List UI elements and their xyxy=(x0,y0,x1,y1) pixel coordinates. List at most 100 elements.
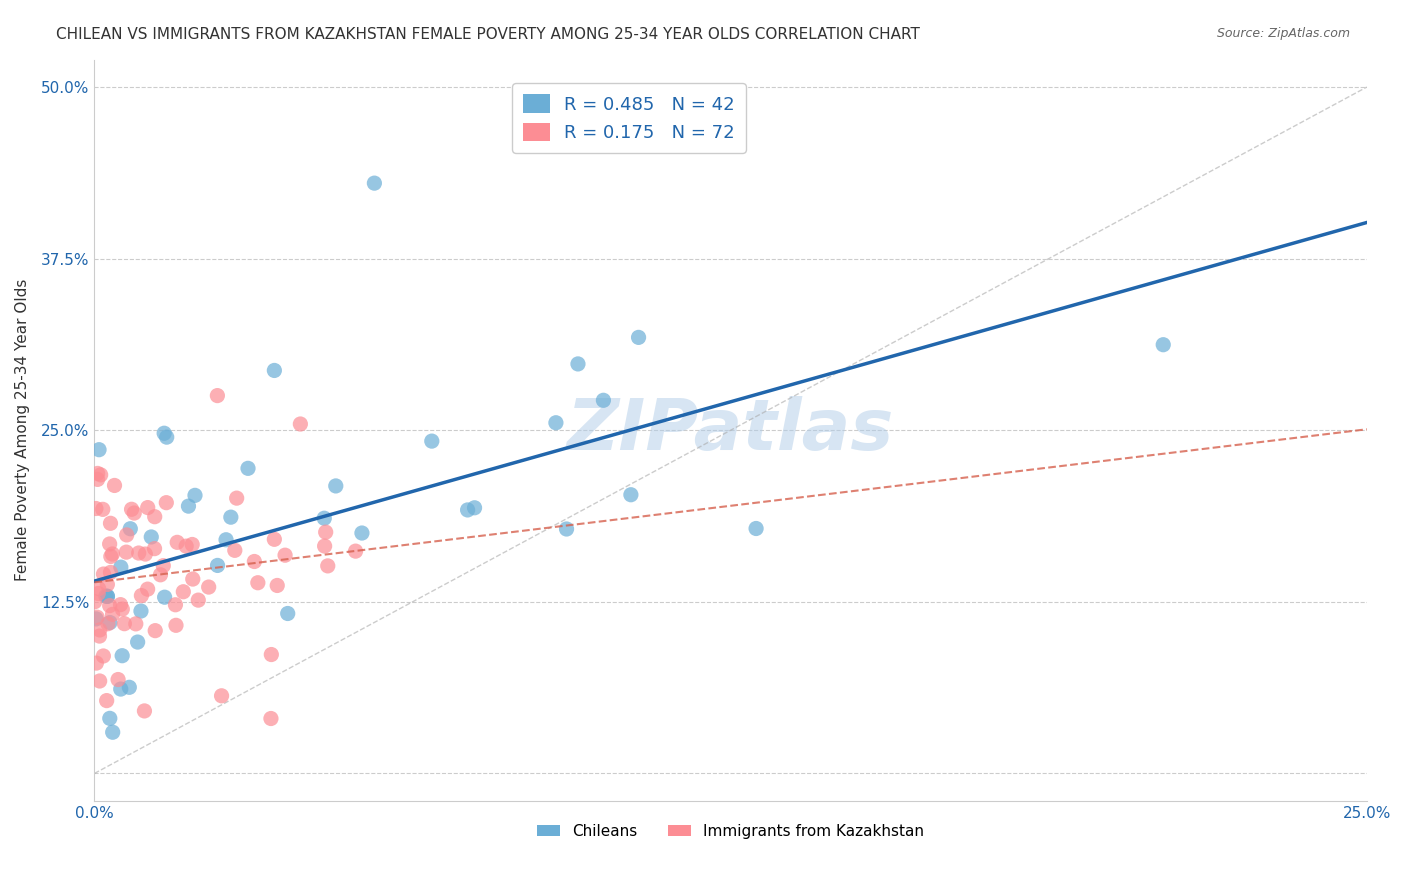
Chileans xyxy=(120,522,142,536)
Immigrants from Kazakhstan xyxy=(263,533,285,547)
Immigrants from Kazakhstan xyxy=(125,616,148,631)
Immigrants from Kazakhstan xyxy=(122,506,145,520)
Immigrants from Kazakhstan xyxy=(83,595,105,609)
Chileans xyxy=(263,363,285,377)
Chileans xyxy=(544,416,567,430)
Immigrants from Kazakhstan xyxy=(101,607,124,622)
Chileans xyxy=(420,434,443,449)
Chileans xyxy=(219,510,242,524)
Immigrants from Kazakhstan xyxy=(131,589,153,603)
Text: CHILEAN VS IMMIGRANTS FROM KAZAKHSTAN FEMALE POVERTY AMONG 25-34 YEAR OLDS CORRE: CHILEAN VS IMMIGRANTS FROM KAZAKHSTAN FE… xyxy=(56,27,920,42)
Immigrants from Kazakhstan xyxy=(87,586,110,600)
Immigrants from Kazakhstan xyxy=(165,618,187,632)
Chileans xyxy=(567,357,589,371)
Immigrants from Kazakhstan xyxy=(134,704,156,718)
Immigrants from Kazakhstan xyxy=(344,544,367,558)
Immigrants from Kazakhstan xyxy=(90,467,112,482)
Immigrants from Kazakhstan xyxy=(143,541,166,556)
Chileans xyxy=(627,330,650,344)
Immigrants from Kazakhstan xyxy=(98,599,121,613)
Immigrants from Kazakhstan xyxy=(86,656,108,670)
Immigrants from Kazakhstan xyxy=(93,648,115,663)
Immigrants from Kazakhstan xyxy=(121,502,143,516)
Chileans xyxy=(215,533,238,547)
Chileans xyxy=(118,681,141,695)
Immigrants from Kazakhstan xyxy=(315,525,337,540)
Chileans xyxy=(277,607,299,621)
Chileans xyxy=(153,426,176,441)
Immigrants from Kazakhstan xyxy=(100,516,122,531)
Chileans xyxy=(153,591,176,605)
Chileans xyxy=(236,461,259,475)
Immigrants from Kazakhstan xyxy=(96,577,118,591)
Chileans xyxy=(111,648,134,663)
Chileans xyxy=(98,711,121,725)
Immigrants from Kazakhstan xyxy=(143,509,166,524)
Immigrants from Kazakhstan xyxy=(84,501,107,516)
Immigrants from Kazakhstan xyxy=(100,549,122,564)
Chileans xyxy=(98,615,121,630)
Chileans xyxy=(207,558,229,573)
Immigrants from Kazakhstan xyxy=(115,545,138,559)
Immigrants from Kazakhstan xyxy=(181,572,204,586)
Immigrants from Kazakhstan xyxy=(111,602,134,616)
Immigrants from Kazakhstan xyxy=(225,491,247,505)
Immigrants from Kazakhstan xyxy=(149,567,172,582)
Chileans xyxy=(620,488,643,502)
Immigrants from Kazakhstan xyxy=(172,584,194,599)
Immigrants from Kazakhstan xyxy=(86,472,108,486)
Chileans xyxy=(87,442,110,457)
Immigrants from Kazakhstan xyxy=(91,502,114,516)
Immigrants from Kazakhstan xyxy=(89,629,111,643)
Chileans xyxy=(127,635,149,649)
Chileans xyxy=(457,503,479,517)
Immigrants from Kazakhstan xyxy=(274,548,297,562)
Immigrants from Kazakhstan xyxy=(246,575,269,590)
Chileans xyxy=(184,488,207,502)
Y-axis label: Female Poverty Among 25-34 Year Olds: Female Poverty Among 25-34 Year Olds xyxy=(15,279,30,582)
Text: ZIPatlas: ZIPatlas xyxy=(567,396,894,465)
Immigrants from Kazakhstan xyxy=(165,598,187,612)
Chileans xyxy=(110,560,132,574)
Immigrants from Kazakhstan xyxy=(187,593,209,607)
Immigrants from Kazakhstan xyxy=(143,624,166,638)
Chileans xyxy=(314,511,336,525)
Immigrants from Kazakhstan xyxy=(98,537,121,551)
Immigrants from Kazakhstan xyxy=(136,500,159,515)
Chileans xyxy=(96,590,118,604)
Immigrants from Kazakhstan xyxy=(87,582,110,596)
Immigrants from Kazakhstan xyxy=(115,528,138,542)
Immigrants from Kazakhstan xyxy=(266,578,288,592)
Immigrants from Kazakhstan xyxy=(112,616,135,631)
Immigrants from Kazakhstan xyxy=(260,712,283,726)
Immigrants from Kazakhstan xyxy=(97,616,120,631)
Immigrants from Kazakhstan xyxy=(166,535,188,549)
Immigrants from Kazakhstan xyxy=(197,580,219,594)
Immigrants from Kazakhstan xyxy=(314,539,336,553)
Chileans xyxy=(325,479,347,493)
Immigrants from Kazakhstan xyxy=(136,582,159,596)
Chileans xyxy=(1152,337,1174,351)
Immigrants from Kazakhstan xyxy=(93,567,115,582)
Chileans xyxy=(745,521,768,535)
Immigrants from Kazakhstan xyxy=(96,693,118,707)
Immigrants from Kazakhstan xyxy=(86,467,108,481)
Immigrants from Kazakhstan xyxy=(224,543,246,558)
Chileans xyxy=(94,589,117,603)
Immigrants from Kazakhstan xyxy=(107,673,129,687)
Immigrants from Kazakhstan xyxy=(101,547,124,561)
Immigrants from Kazakhstan xyxy=(110,598,132,612)
Chileans xyxy=(96,590,118,604)
Immigrants from Kazakhstan xyxy=(155,496,177,510)
Chileans xyxy=(129,604,152,618)
Immigrants from Kazakhstan xyxy=(243,554,266,568)
Immigrants from Kazakhstan xyxy=(86,610,108,624)
Immigrants from Kazakhstan xyxy=(260,648,283,662)
Immigrants from Kazakhstan xyxy=(290,417,312,431)
Immigrants from Kazakhstan xyxy=(103,478,125,492)
Immigrants from Kazakhstan xyxy=(174,539,197,553)
Chileans xyxy=(464,500,486,515)
Chileans xyxy=(101,725,124,739)
Immigrants from Kazakhstan xyxy=(128,546,150,560)
Chileans xyxy=(177,499,200,513)
